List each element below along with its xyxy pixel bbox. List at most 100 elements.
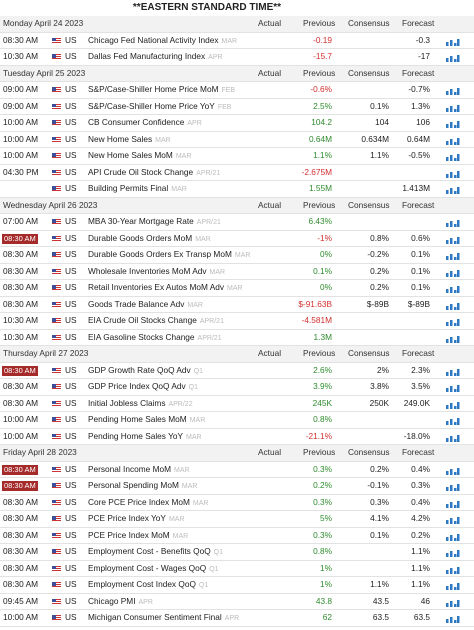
- chart-icon[interactable]: [446, 86, 460, 95]
- event-row[interactable]: 08:30 AM US Chicago Fed National Activity …: [0, 33, 474, 50]
- event-name[interactable]: Building Permits Final MAR: [88, 181, 187, 198]
- event-row[interactable]: 08:30 AM US GDP Price Index QoQ Adv Q1 3.9% 3…: [0, 379, 474, 396]
- chart-icon[interactable]: [446, 367, 460, 376]
- event-name[interactable]: Chicago Fed National Activity Index MAR: [88, 33, 237, 50]
- chart-icon[interactable]: [446, 482, 460, 491]
- chart-icon[interactable]: [446, 499, 460, 508]
- chart-icon[interactable]: [446, 169, 460, 178]
- event-name[interactable]: Dallas Fed Manufacturing Index APR: [88, 49, 223, 66]
- event-row[interactable]: 08:30 AM US Retail Inventories Ex Autos Mo…: [0, 280, 474, 297]
- event-name[interactable]: Pending Home Sales YoY MAR: [88, 429, 202, 446]
- chart-icon[interactable]: [446, 119, 460, 128]
- chart-icon[interactable]: [446, 532, 460, 541]
- event-name[interactable]: Durable Goods Orders Ex Transp MoM MAR: [88, 247, 250, 264]
- event-name[interactable]: Employment Cost - Wages QoQ Q1: [88, 561, 219, 578]
- event-name[interactable]: Goods Trade Balance Adv MAR: [88, 297, 203, 314]
- event-name[interactable]: S&P/Case-Shiller Home Price MoM FEB: [88, 82, 235, 99]
- chart-icon[interactable]: [446, 515, 460, 524]
- chart-icon[interactable]: [446, 152, 460, 161]
- chart-icon[interactable]: [446, 37, 460, 46]
- chart-icon[interactable]: [446, 614, 460, 623]
- event-name[interactable]: GDP Growth Rate QoQ Adv Q1: [88, 363, 203, 380]
- event-row[interactable]: 10:30 AM US Dallas Fed Manufacturing Index…: [0, 49, 474, 66]
- event-row[interactable]: 10:00 AM US Pending Home Sales YoY MAR -21.1…: [0, 429, 474, 446]
- chart-icon[interactable]: [446, 268, 460, 277]
- event-row[interactable]: 08:30 AM US Employment Cost - Wages QoQ Q1 1…: [0, 561, 474, 578]
- icon-bar: [450, 303, 453, 310]
- event-name[interactable]: Pending Home Sales MoM MAR: [88, 412, 205, 429]
- event-row[interactable]: 08:30 AM US Durable Goods Orders Ex Transp…: [0, 247, 474, 264]
- chart-icon[interactable]: [446, 136, 460, 145]
- event-name[interactable]: CB Consumer Confidence APR: [88, 115, 202, 132]
- event-name[interactable]: New Home Sales MAR: [88, 132, 171, 149]
- chart-icon[interactable]: [446, 400, 460, 409]
- event-name[interactable]: Initial Jobless Claims APR/22: [88, 396, 193, 413]
- chart-icon[interactable]: [446, 218, 460, 227]
- event-name[interactable]: API Crude Oil Stock Change APR/21: [88, 165, 220, 182]
- event-name[interactable]: Retail Inventories Ex Autos MoM Adv MAR: [88, 280, 243, 297]
- event-row[interactable]: 08:30 AM US Employment Cost - Benefits QoQ…: [0, 544, 474, 561]
- event-row[interactable]: 08:30 AM US PCE Price Index YoY MAR 5% 4.1% 4.…: [0, 511, 474, 528]
- event-name[interactable]: MBA 30-Year Mortgage Rate APR/21: [88, 214, 221, 231]
- event-row[interactable]: 08:30 AM US Employment Cost Index QoQ Q1 1% 1…: [0, 577, 474, 594]
- event-row[interactable]: 10:30 AM US EIA Crude Oil Stocks Change APR…: [0, 313, 474, 330]
- icon-bar: [446, 289, 449, 293]
- event-row[interactable]: 09:45 AM US Chicago PMI APR 43.8 43.5 46: [0, 594, 474, 611]
- event-row[interactable]: 08:30 AM US PCE Price Index MoM MAR 0.3% 0.1%…: [0, 528, 474, 545]
- event-name[interactable]: Core PCE Price Index MoM MAR: [88, 495, 208, 512]
- event-name[interactable]: EIA Crude Oil Stocks Change APR/21: [88, 313, 224, 330]
- event-row[interactable]: 08:30 AM US Personal Spending MoM MAR 0.2% -0…: [0, 478, 474, 495]
- event-name[interactable]: PCE Price Index YoY MAR: [88, 511, 185, 528]
- event-name[interactable]: Durable Goods Orders MoM MAR: [88, 231, 211, 248]
- chart-icon[interactable]: [446, 185, 460, 194]
- event-row[interactable]: 10:00 AM US New Home Sales MoM MAR 1.1% 1.1% -…: [0, 148, 474, 165]
- event-name[interactable]: Michigan Consumer Sentiment Final APR: [88, 610, 239, 627]
- event-name[interactable]: Employment Cost Index QoQ Q1: [88, 577, 208, 594]
- chart-icon[interactable]: [446, 598, 460, 607]
- event-row[interactable]: 10:30 AM US EIA Gasoline Stocks Change APR/…: [0, 330, 474, 347]
- event-row[interactable]: US Building Permits Final MAR 1.55M 1.413M: [0, 181, 474, 198]
- event-row[interactable]: 08:30 AM US Personal Income MoM MAR 0.3% 0.2%…: [0, 462, 474, 479]
- chart-icon[interactable]: [446, 565, 460, 574]
- chart-icon[interactable]: [446, 301, 460, 310]
- event-row[interactable]: 04:30 PM US API Crude Oil Stock Change APR/…: [0, 165, 474, 182]
- event-name[interactable]: New Home Sales MoM MAR: [88, 148, 191, 165]
- chart-icon[interactable]: [446, 433, 460, 442]
- previous: 1.1%: [313, 150, 332, 160]
- event-row[interactable]: 08:30 AM US Initial Jobless Claims APR/22 24…: [0, 396, 474, 413]
- event-row[interactable]: 10:00 AM US New Home Sales MAR 0.64M 0.634M 0.…: [0, 132, 474, 149]
- chart-icon[interactable]: [446, 251, 460, 260]
- event-name[interactable]: Personal Spending MoM MAR: [88, 478, 197, 495]
- event-row[interactable]: 08:30 AM US GDP Growth Rate QoQ Adv Q1 2.6% 2…: [0, 363, 474, 380]
- event-row[interactable]: 08:30 AM US Core PCE Price Index MoM MAR 0.3…: [0, 495, 474, 512]
- chart-icon[interactable]: [446, 103, 460, 112]
- chart-icon[interactable]: [446, 317, 460, 326]
- event-row[interactable]: 08:30 AM US Wholesale Inventories MoM Adv M…: [0, 264, 474, 281]
- event-row[interactable]: 08:30 AM US Goods Trade Balance Adv MAR $-91…: [0, 297, 474, 314]
- event-row[interactable]: 08:30 AM US Durable Goods Orders MoM MAR -1%…: [0, 231, 474, 248]
- event-name[interactable]: Personal Income MoM MAR: [88, 462, 190, 479]
- chart-icon[interactable]: [446, 334, 460, 343]
- event-name[interactable]: Chicago PMI APR: [88, 594, 153, 611]
- chart-icon[interactable]: [446, 53, 460, 62]
- event-row[interactable]: 10:00 AM US Pending Home Sales MoM MAR 0.8%: [0, 412, 474, 429]
- chart-icon[interactable]: [446, 235, 460, 244]
- chart-icon[interactable]: [446, 466, 460, 475]
- icon-bar: [450, 567, 453, 574]
- event-name[interactable]: S&P/Case-Shiller Home Price YoY FEB: [88, 99, 231, 116]
- event-row[interactable]: 09:00 AM US S&P/Case-Shiller Home Price Yo…: [0, 99, 474, 116]
- event-name[interactable]: Employment Cost - Benefits QoQ Q1: [88, 544, 223, 561]
- chart-icon[interactable]: [446, 284, 460, 293]
- event-name[interactable]: EIA Gasoline Stocks Change APR/21: [88, 330, 222, 347]
- chart-icon[interactable]: [446, 383, 460, 392]
- event-row[interactable]: 10:00 AM US Michigan Consumer Sentiment Fi…: [0, 610, 474, 627]
- chart-icon[interactable]: [446, 416, 460, 425]
- event-name[interactable]: Wholesale Inventories MoM Adv MAR: [88, 264, 225, 281]
- chart-icon[interactable]: [446, 581, 460, 590]
- event-name[interactable]: PCE Price Index MoM MAR: [88, 528, 188, 545]
- event-name[interactable]: GDP Price Index QoQ Adv Q1: [88, 379, 198, 396]
- chart-icon[interactable]: [446, 548, 460, 557]
- event-row[interactable]: 09:00 AM US S&P/Case-Shiller Home Price Mo…: [0, 82, 474, 99]
- event-row[interactable]: 10:00 AM US CB Consumer Confidence APR 104.2…: [0, 115, 474, 132]
- event-row[interactable]: 07:00 AM US MBA 30-Year Mortgage Rate APR/2…: [0, 214, 474, 231]
